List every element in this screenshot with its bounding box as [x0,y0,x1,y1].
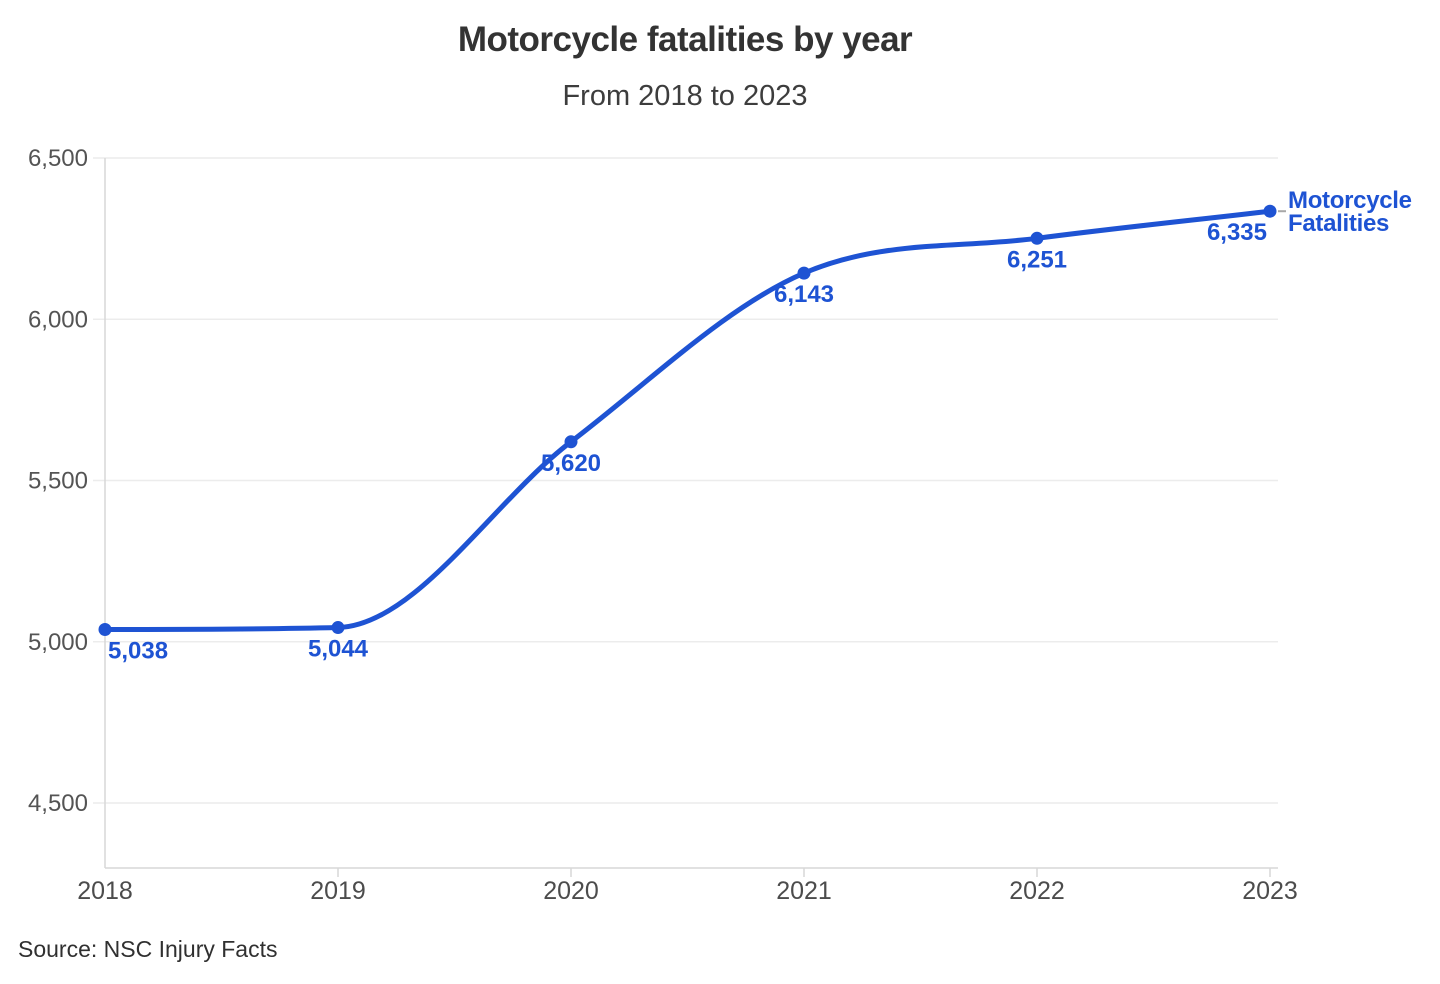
source-note: Source: NSC Injury Facts [18,936,278,962]
data-point [331,621,345,635]
chart-title: Motorcycle fatalities by year [457,20,913,59]
x-axis-tick-label: 2019 [310,877,366,905]
data-point-label: 6,143 [774,281,834,308]
x-axis-tick-label: 2018 [77,877,133,905]
x-axis-tick-label: 2023 [1242,877,1298,905]
x-axis-tick-label: 2021 [776,877,832,905]
data-point-label: 5,620 [541,450,601,477]
chart-subtitle: From 2018 to 2023 [562,80,808,112]
y-axis-tick-label: 6,500 [28,145,88,172]
data-point-label: 5,038 [108,637,168,664]
y-axis-tick-label: 4,500 [28,790,88,817]
y-axis-tick-label: 5,000 [28,629,88,656]
data-point [797,266,811,280]
data-point [1263,204,1277,218]
y-axis-tick-label: 6,000 [28,306,88,333]
data-point-label: 6,251 [1007,246,1067,273]
x-axis-tick-label: 2020 [543,877,599,905]
data-point-label: 5,044 [308,636,369,663]
y-axis-tick-label: 5,500 [28,468,88,495]
data-point [98,622,112,636]
x-axis-tick-label: 2022 [1009,877,1065,905]
data-point [1030,231,1044,245]
series-line [102,208,1273,632]
data-point [564,435,578,449]
data-point-label: 6,335 [1207,219,1267,246]
series-label: Motorcycle Fatalities [1288,187,1412,237]
